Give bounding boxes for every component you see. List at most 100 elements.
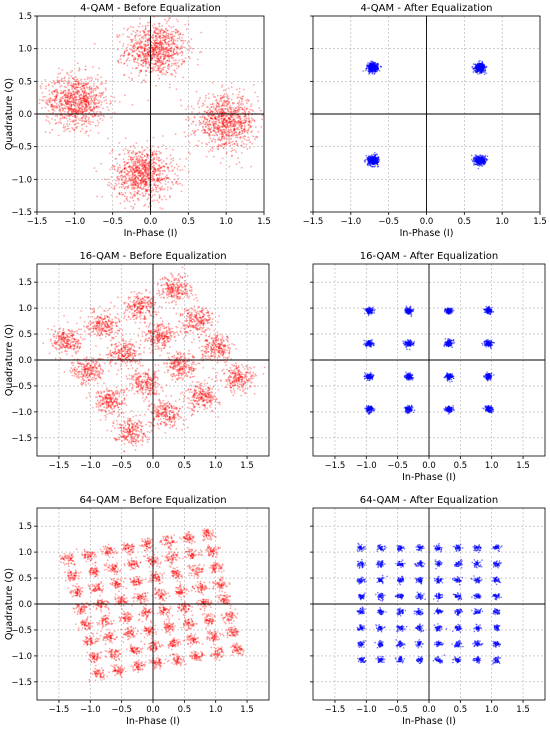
data-point [63, 82, 65, 84]
data-point [136, 152, 139, 155]
data-point [248, 139, 250, 142]
data-point [75, 96, 77, 99]
data-point [144, 60, 147, 63]
data-point [146, 153, 149, 156]
data-point [81, 90, 84, 93]
data-point [222, 89, 225, 92]
data-point [73, 86, 76, 89]
data-point [54, 88, 57, 91]
data-point [168, 53, 171, 56]
data-point [179, 169, 182, 172]
data-point [148, 55, 150, 58]
data-point [179, 47, 182, 49]
data-point [165, 60, 168, 62]
data-point [73, 115, 76, 118]
data-point [147, 39, 149, 41]
data-point [169, 55, 172, 57]
data-point [222, 109, 225, 112]
data-point [145, 182, 148, 185]
data-point [70, 94, 73, 97]
data-point [223, 143, 226, 146]
data-point [225, 133, 228, 136]
data-point [128, 36, 131, 38]
data-point [243, 128, 246, 130]
data-point [171, 73, 173, 75]
data-point [56, 76, 59, 78]
data-point [247, 110, 250, 113]
data-point [138, 41, 141, 44]
data-point [158, 194, 161, 197]
data-point [60, 122, 62, 125]
data-point [155, 186, 157, 189]
data-point [237, 93, 240, 96]
data-point [185, 108, 187, 111]
data-point [155, 45, 158, 47]
data-point [154, 31, 156, 34]
data-point [110, 186, 113, 189]
data-point [142, 175, 145, 178]
data-point [146, 173, 149, 175]
data-point [157, 173, 160, 176]
data-point [135, 158, 138, 161]
data-point [153, 53, 156, 56]
data-point [134, 177, 136, 180]
data-point [171, 170, 174, 172]
data-point [151, 180, 154, 182]
data-point [84, 99, 87, 101]
data-point [146, 176, 149, 178]
data-point [172, 169, 174, 171]
data-point [70, 82, 73, 84]
data-point [479, 65, 482, 68]
data-point [114, 157, 117, 160]
data-point [74, 101, 77, 104]
data-point [153, 23, 156, 25]
data-point [145, 175, 147, 178]
data-point [192, 47, 194, 50]
data-point [175, 46, 178, 49]
data-point [113, 111, 116, 114]
data-point [166, 166, 169, 169]
data-point [103, 100, 106, 102]
data-point [156, 177, 159, 180]
data-point [76, 105, 78, 107]
data-point [170, 50, 173, 53]
data-point [102, 96, 105, 99]
data-point [146, 61, 148, 64]
data-point [171, 42, 174, 45]
data-point [237, 157, 239, 160]
data-point [235, 163, 238, 166]
data-point [472, 71, 475, 73]
data-point [75, 93, 77, 95]
data-point [76, 110, 79, 113]
data-point [67, 97, 70, 100]
data-point [110, 95, 113, 98]
data-point [232, 93, 234, 95]
data-point [129, 169, 132, 172]
data-point [265, 148, 267, 150]
data-point [180, 190, 183, 193]
data-point [68, 96, 71, 99]
data-point [175, 88, 178, 91]
data-point [136, 169, 139, 172]
data-point [152, 49, 155, 51]
data-point [97, 102, 100, 104]
data-point [160, 41, 163, 44]
data-point [72, 103, 75, 106]
data-point [63, 127, 65, 129]
data-point [236, 136, 239, 139]
x-tick-label: 1.0 [219, 217, 233, 227]
data-point [168, 55, 171, 58]
data-point [224, 108, 227, 110]
data-point [141, 50, 144, 53]
data-point [117, 59, 120, 62]
data-point [158, 150, 161, 153]
data-point [44, 131, 47, 133]
data-point [188, 125, 190, 127]
data-point [147, 24, 149, 27]
data-point [61, 110, 64, 112]
data-point [174, 32, 177, 35]
data-point [70, 103, 73, 106]
data-point [85, 105, 87, 107]
data-point [109, 168, 111, 171]
data-point [81, 85, 84, 88]
